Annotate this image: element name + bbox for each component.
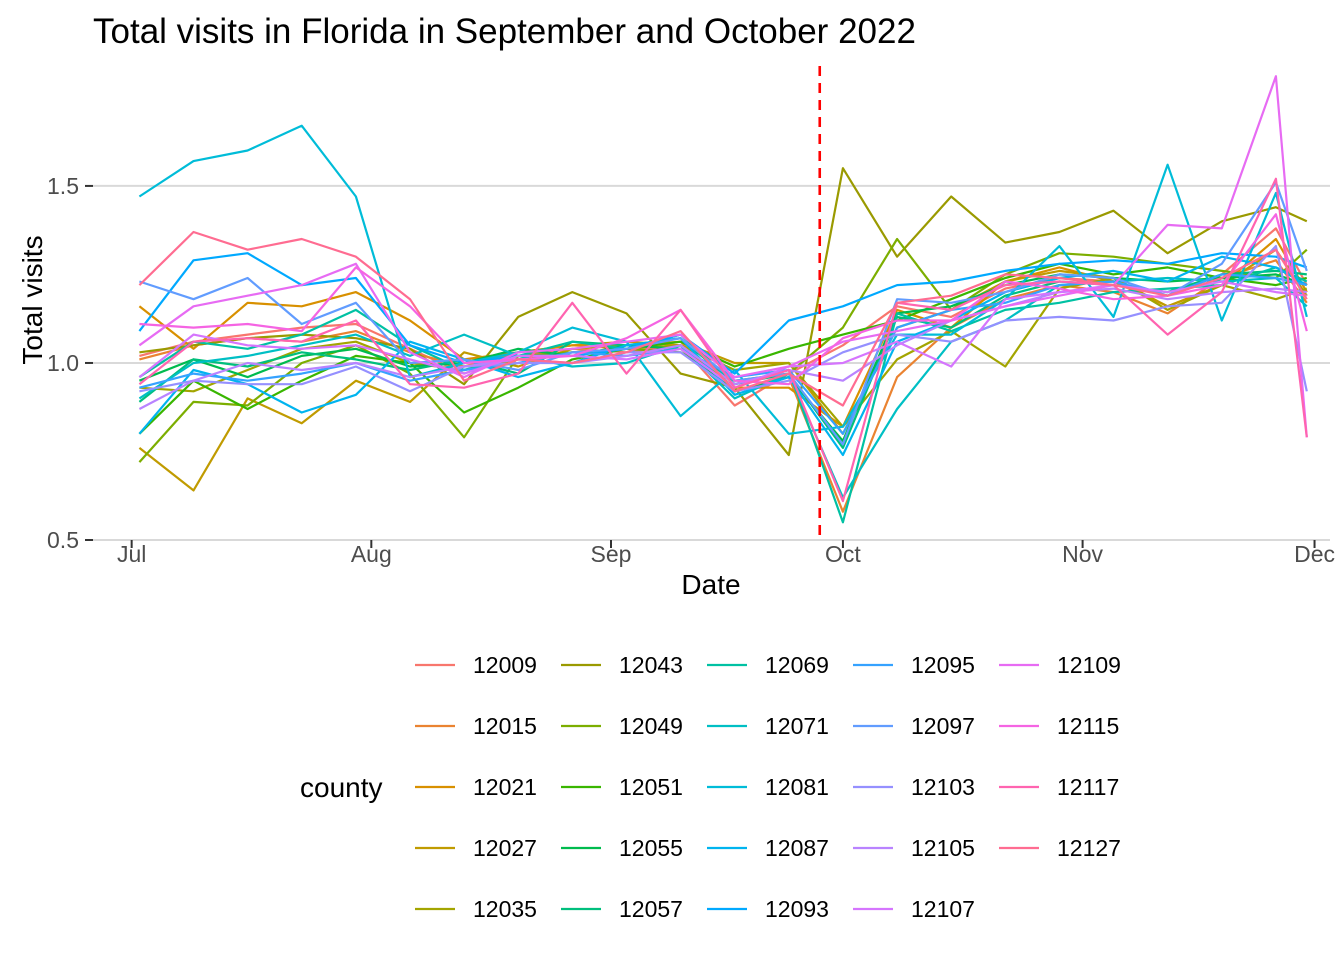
legend-label-12087: 12087 <box>765 835 829 861</box>
legend-label-12027: 12027 <box>473 835 537 861</box>
series-lines <box>138 75 1308 524</box>
series-line-12127 <box>138 230 1308 407</box>
legend-label-12117: 12117 <box>1057 774 1119 800</box>
legend-label-12009: 12009 <box>473 652 537 678</box>
x-tick-label: Jul <box>117 541 146 567</box>
legend-label-12109: 12109 <box>1057 652 1121 678</box>
legend-label-12095: 12095 <box>911 652 975 678</box>
series-line-12097 <box>139 181 1308 446</box>
y-tick-label: 0.5 <box>47 527 79 553</box>
series-line-12087 <box>138 255 1308 457</box>
x-tick-label: Nov <box>1062 541 1103 567</box>
series-line-12117 <box>138 177 1308 503</box>
series-line-12069 <box>138 266 1308 524</box>
legend: county 120091201512021120271203512043120… <box>300 652 1121 922</box>
series-line-12071 <box>138 276 1308 499</box>
legend-label-12015: 12015 <box>473 713 537 739</box>
legend-label-12049: 12049 <box>619 713 683 739</box>
legend-label-12097: 12097 <box>911 713 975 739</box>
x-axis: Jul Aug Sep Oct Nov Dec <box>117 540 1335 567</box>
legend-label-12103: 12103 <box>911 774 975 800</box>
legend-label-12093: 12093 <box>765 896 829 922</box>
legend-label-12021: 12021 <box>473 774 537 800</box>
series-line-12115 <box>139 213 1308 386</box>
legend-label-12069: 12069 <box>765 652 829 678</box>
series-line-12105 <box>138 287 1307 410</box>
legend-label-12035: 12035 <box>473 896 537 922</box>
y-axis: 0.5 1.0 1.5 <box>47 173 93 553</box>
x-axis-title: Date <box>681 569 740 600</box>
legend-label-12107: 12107 <box>911 896 975 922</box>
x-tick-label: Oct <box>825 541 861 567</box>
legend-items: 12009 12015 12021 12027 12035 12043 12049 12051… <box>415 652 1121 922</box>
legend-label-12115: 12115 <box>1057 713 1119 739</box>
y-tick-label: 1.5 <box>47 173 79 199</box>
legend-label-12105: 12105 <box>911 835 975 861</box>
legend-label-12127: 12127 <box>1057 835 1121 861</box>
legend-label-12057: 12057 <box>619 896 683 922</box>
legend-label-12055: 12055 <box>619 835 683 861</box>
y-axis-title: Total visits <box>17 235 48 364</box>
series-line-12109 <box>138 75 1308 438</box>
legend-label-12081: 12081 <box>765 774 829 800</box>
legend-label-12043: 12043 <box>619 652 683 678</box>
x-tick-label: Dec <box>1294 541 1335 567</box>
chart-title: Total visits in Florida in September and… <box>93 12 916 51</box>
x-tick-label: Sep <box>591 541 632 567</box>
series-line-12051 <box>138 262 1308 435</box>
legend-label-12071: 12071 <box>765 713 829 739</box>
y-tick-label: 1.0 <box>47 350 79 376</box>
legend-title: county <box>300 772 383 803</box>
legend-label-12051: 12051 <box>619 774 683 800</box>
x-tick-label: Aug <box>351 541 392 567</box>
series-line-12093 <box>138 252 1308 375</box>
